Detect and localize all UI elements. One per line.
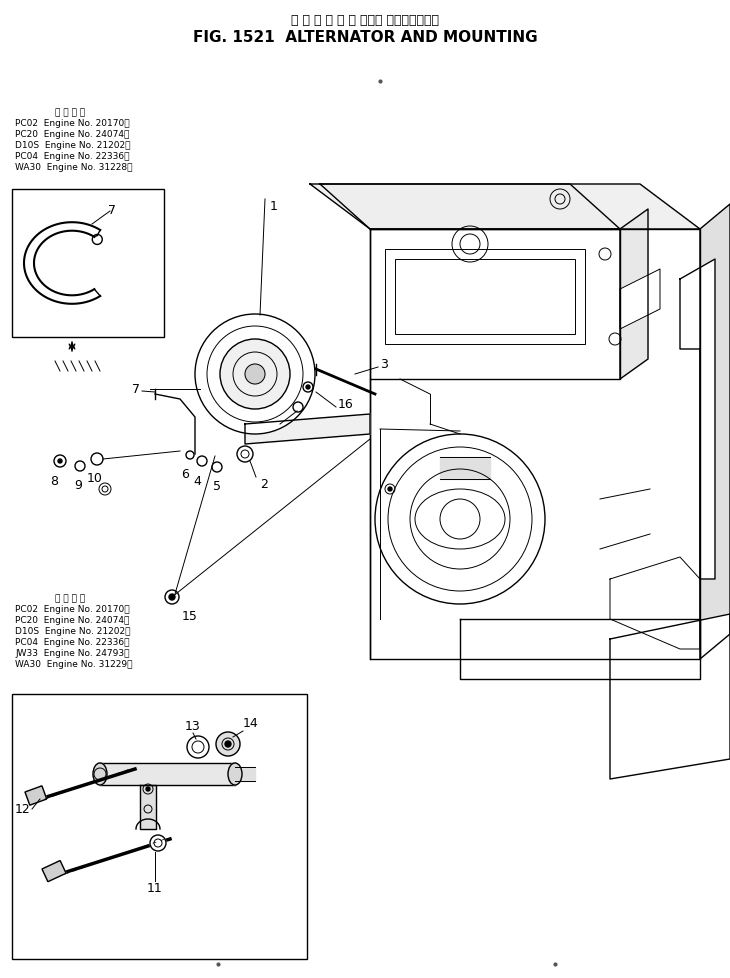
Bar xyxy=(25,786,47,805)
Bar xyxy=(395,260,575,334)
Circle shape xyxy=(195,315,315,434)
Bar xyxy=(42,861,66,882)
Polygon shape xyxy=(370,230,620,379)
Polygon shape xyxy=(370,230,700,659)
Text: 4: 4 xyxy=(193,474,201,487)
Circle shape xyxy=(216,733,240,756)
Text: PC20  Engine No. 24074～: PC20 Engine No. 24074～ xyxy=(15,615,129,624)
Circle shape xyxy=(225,741,231,747)
Polygon shape xyxy=(610,557,700,649)
Circle shape xyxy=(220,339,290,410)
Text: オ ル タ ネ ー タ および マウンティング: オ ル タ ネ ー タ および マウンティング xyxy=(291,14,439,27)
Text: WA30  Engine No. 31228～: WA30 Engine No. 31228～ xyxy=(15,162,133,172)
Polygon shape xyxy=(460,619,700,680)
Polygon shape xyxy=(320,185,620,230)
Polygon shape xyxy=(310,185,700,230)
Text: 15: 15 xyxy=(182,609,198,622)
Polygon shape xyxy=(235,767,255,781)
Text: 7: 7 xyxy=(108,203,116,217)
Polygon shape xyxy=(245,415,370,445)
Polygon shape xyxy=(620,210,648,379)
Text: 適 用 号 機: 適 用 号 機 xyxy=(55,594,85,602)
Ellipse shape xyxy=(228,763,242,785)
Polygon shape xyxy=(680,260,715,579)
Text: 11: 11 xyxy=(147,881,163,894)
Circle shape xyxy=(306,385,310,389)
Text: 10: 10 xyxy=(87,471,103,484)
Text: 12: 12 xyxy=(15,803,30,816)
Text: 6: 6 xyxy=(181,467,189,480)
Circle shape xyxy=(245,365,265,384)
Text: 9: 9 xyxy=(74,478,82,492)
Text: 1: 1 xyxy=(270,200,278,213)
Text: 5: 5 xyxy=(213,479,221,493)
Text: 適 用 号 機: 適 用 号 機 xyxy=(55,108,85,117)
Polygon shape xyxy=(440,458,490,479)
Bar xyxy=(12,190,164,337)
Polygon shape xyxy=(620,270,660,330)
Text: 16: 16 xyxy=(338,398,354,411)
Text: 4: 4 xyxy=(276,424,284,437)
Text: PC20  Engine No. 24074～: PC20 Engine No. 24074～ xyxy=(15,130,129,139)
Text: 13: 13 xyxy=(185,719,201,733)
Text: PC02  Engine No. 20170～: PC02 Engine No. 20170～ xyxy=(15,119,130,128)
Bar xyxy=(42,861,66,882)
Text: PC02  Engine No. 20170～: PC02 Engine No. 20170～ xyxy=(15,604,130,613)
Circle shape xyxy=(388,487,392,492)
Circle shape xyxy=(58,460,62,464)
Circle shape xyxy=(169,595,175,600)
Text: D10S  Engine No. 21202～: D10S Engine No. 21202～ xyxy=(15,626,131,636)
Ellipse shape xyxy=(93,763,107,785)
Text: WA30  Engine No. 31229～: WA30 Engine No. 31229～ xyxy=(15,659,133,668)
Text: 14: 14 xyxy=(243,716,258,730)
Text: FIG. 1521  ALTERNATOR AND MOUNTING: FIG. 1521 ALTERNATOR AND MOUNTING xyxy=(193,30,537,45)
Text: 8: 8 xyxy=(50,474,58,487)
Circle shape xyxy=(187,736,209,758)
Polygon shape xyxy=(140,785,156,829)
Text: 2: 2 xyxy=(260,477,268,491)
Text: PC04  Engine No. 22336～: PC04 Engine No. 22336～ xyxy=(15,152,129,160)
Text: 3: 3 xyxy=(380,358,388,371)
Text: PC04  Engine No. 22336～: PC04 Engine No. 22336～ xyxy=(15,638,129,646)
Polygon shape xyxy=(610,614,730,779)
Polygon shape xyxy=(700,204,730,659)
Text: D10S  Engine No. 21202～: D10S Engine No. 21202～ xyxy=(15,141,131,150)
Text: JW33  Engine No. 24793～: JW33 Engine No. 24793～ xyxy=(15,648,129,657)
Circle shape xyxy=(150,835,166,851)
Bar xyxy=(12,694,307,959)
Polygon shape xyxy=(100,763,235,785)
Bar xyxy=(385,249,585,344)
Text: 7: 7 xyxy=(132,383,140,396)
Circle shape xyxy=(146,787,150,791)
Bar xyxy=(25,786,47,805)
